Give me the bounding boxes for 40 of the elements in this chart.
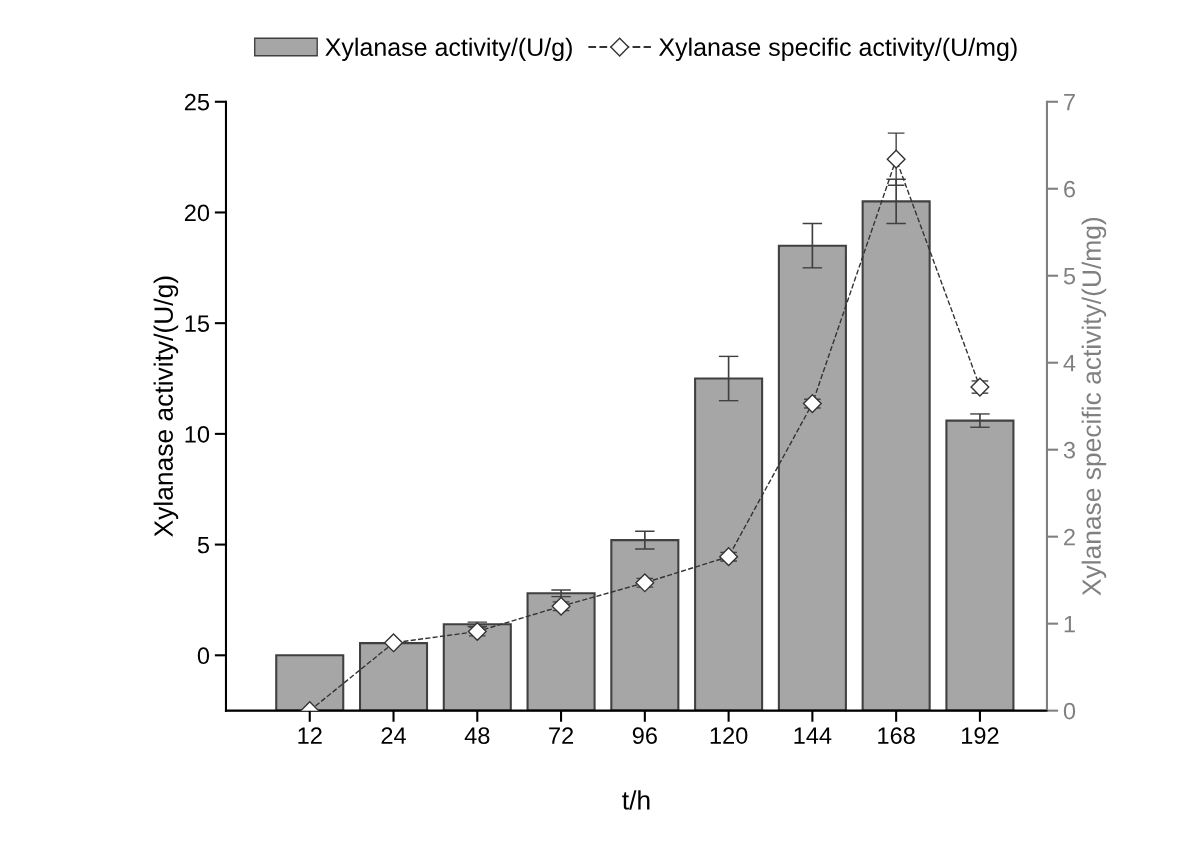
point [467, 621, 487, 642]
y2-tick-label: 4 [1063, 355, 1076, 372]
x-tick-label: 96 [632, 727, 657, 744]
point [719, 547, 739, 567]
bar [526, 592, 596, 711]
x-tick-label: 48 [464, 727, 490, 744]
y-axis-title: Xylanase activity/(U/g) [153, 276, 179, 537]
y2-tick-label: 3 [1063, 441, 1076, 459]
y2-tick-label: 1 [1064, 615, 1075, 633]
point [551, 596, 571, 616]
bar [358, 642, 429, 711]
y-tick-label: 20 [184, 204, 210, 222]
y2-tick-label: 6 [1064, 180, 1076, 198]
x-tick-label: 192 [962, 727, 999, 744]
x-tick-label: 168 [878, 727, 915, 744]
x-tick-label: 72 [549, 727, 574, 744]
y-tick-label: 25 [184, 93, 210, 111]
x-tick-label: 24 [381, 727, 406, 744]
y-tick-label: 0 [197, 647, 210, 665]
bar [945, 419, 1015, 711]
y-tick-label: 5 [197, 536, 210, 554]
point [383, 633, 404, 653]
x-axis-title: t/h [622, 790, 650, 810]
legend-label: Xylanase activity/(U/g) [325, 37, 572, 61]
y2-axis-title: Xylanase specific activity/(U/mg) [1081, 217, 1107, 596]
point [802, 394, 822, 414]
bar [442, 623, 512, 711]
bar [275, 654, 345, 711]
y2-tick-label: 7 [1064, 94, 1075, 111]
y-tick-label: 10 [185, 425, 210, 443]
y2-tick-label: 5 [1063, 268, 1076, 285]
y-tick-label: 15 [185, 315, 210, 332]
point [635, 573, 655, 593]
y2-tick-label: 2 [1064, 528, 1075, 546]
y2-tick-label: 0 [1063, 702, 1076, 720]
point [886, 149, 906, 169]
x-tick-label: 120 [710, 727, 748, 744]
x-tick-label: 12 [298, 727, 322, 744]
x-tick-label: 144 [794, 727, 832, 744]
legend-label: Xylanase specific activity/(U/mg) [658, 37, 1017, 61]
